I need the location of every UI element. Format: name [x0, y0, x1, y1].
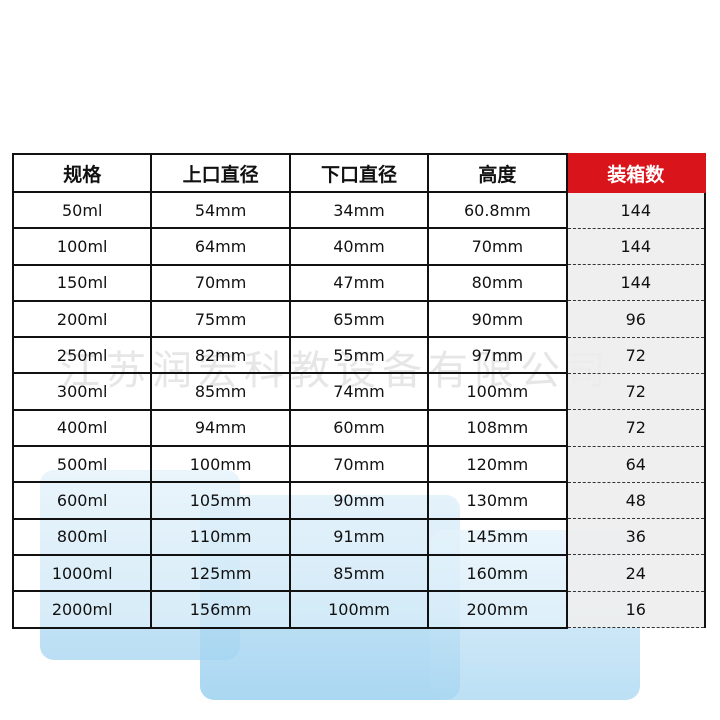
cell: 130mm	[427, 481, 568, 520]
row: 1000ml 125mm 85mm 160mm 24	[11, 553, 707, 593]
row: 300ml 85mm 74mm 100mm 72	[11, 372, 707, 411]
cell: 74mm	[288, 372, 430, 411]
cell: 70mm	[150, 263, 291, 302]
cell: 144	[565, 191, 707, 229]
cell: 160mm	[427, 553, 568, 593]
cell: 800ml	[11, 517, 153, 556]
cell: 65mm	[288, 299, 430, 339]
row: 800ml 110mm 91mm 145mm 36	[11, 517, 707, 556]
cell: 72	[565, 336, 707, 374]
header-row: 规格 上口直径 下口直径 高度 装箱数	[11, 153, 707, 193]
cell: 200ml	[11, 299, 153, 339]
spec-table: 规格 上口直径 下口直径 高度 装箱数 50ml 54mm 34mm 60.8mm 144 100m…	[11, 153, 707, 629]
header-cell: 高度	[427, 153, 568, 193]
cell: 70mm	[288, 445, 430, 484]
cell: 144	[565, 264, 707, 302]
header-cell: 装箱数	[565, 153, 707, 193]
cell: 70mm	[427, 227, 568, 266]
cell: 100mm	[427, 372, 568, 411]
cell: 48	[565, 481, 707, 520]
cell: 250ml	[11, 336, 153, 375]
cell: 72	[565, 372, 707, 411]
header-cell: 上口直径	[150, 153, 291, 193]
row: 2000ml 156mm 100mm 200mm 16	[11, 590, 707, 629]
cell: 156mm	[150, 590, 291, 629]
cell: 16	[565, 590, 707, 629]
cell: 144	[565, 227, 707, 266]
cell: 105mm	[150, 481, 291, 520]
cell: 145mm	[427, 517, 568, 556]
cell: 60.8mm	[427, 190, 568, 230]
cell: 1000ml	[11, 553, 153, 593]
cell: 2000ml	[11, 590, 153, 629]
cell: 300ml	[11, 372, 153, 411]
cell: 24	[565, 554, 707, 592]
cell: 72	[565, 409, 707, 447]
cell: 50ml	[11, 190, 153, 230]
cell: 82mm	[150, 336, 291, 375]
cell: 40mm	[288, 227, 430, 266]
header-cell: 规格	[11, 153, 153, 193]
cell: 120mm	[427, 445, 568, 484]
cell: 75mm	[150, 299, 291, 339]
cell: 55mm	[288, 336, 430, 375]
cell: 80mm	[427, 263, 568, 302]
cell: 36	[565, 518, 707, 556]
cell: 100mm	[150, 445, 291, 484]
cell: 85mm	[150, 372, 291, 411]
cell: 100ml	[11, 227, 153, 266]
cell: 64mm	[150, 227, 291, 266]
cell: 400ml	[11, 408, 153, 448]
row: 250ml 82mm 55mm 97mm 72	[11, 336, 707, 375]
cell: 64	[565, 445, 707, 483]
cell: 500ml	[11, 445, 153, 484]
cell: 110mm	[150, 517, 291, 556]
cell: 34mm	[288, 190, 430, 230]
cell: 90mm	[427, 299, 568, 339]
cell: 600ml	[11, 481, 153, 520]
cell: 60mm	[288, 408, 430, 448]
cell: 90mm	[288, 481, 430, 520]
cell: 100mm	[288, 590, 430, 629]
cell: 91mm	[288, 517, 430, 556]
cell: 94mm	[150, 408, 291, 448]
row: 200ml 75mm 65mm 90mm 96	[11, 299, 707, 339]
row: 500ml 100mm 70mm 120mm 64	[11, 445, 707, 484]
cell: 150ml	[11, 263, 153, 302]
cell: 200mm	[427, 590, 568, 629]
cell: 97mm	[427, 336, 568, 375]
header-cell: 下口直径	[288, 153, 430, 193]
cell: 125mm	[150, 553, 291, 593]
row: 150ml 70mm 47mm 80mm 144	[11, 263, 707, 302]
row: 50ml 54mm 34mm 60.8mm 144	[11, 190, 707, 230]
cell: 47mm	[288, 263, 430, 302]
cell: 96	[565, 300, 707, 338]
cell: 54mm	[150, 190, 291, 230]
cell: 108mm	[427, 408, 568, 448]
row: 600ml 105mm 90mm 130mm 48	[11, 481, 707, 520]
cell: 85mm	[288, 553, 430, 593]
row: 400ml 94mm 60mm 108mm 72	[11, 408, 707, 448]
row: 100ml 64mm 40mm 70mm 144	[11, 227, 707, 266]
